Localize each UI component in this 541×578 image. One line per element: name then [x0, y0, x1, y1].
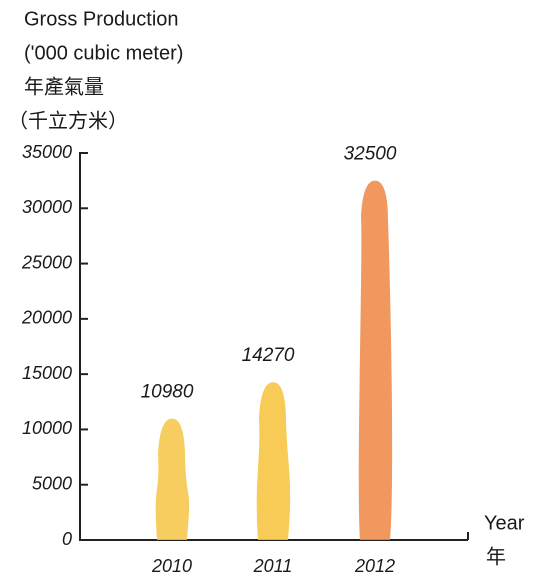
x-tick-label: 2011: [253, 556, 293, 576]
chart: Gross Production ('000 cubic meter) 年產氣量…: [0, 0, 541, 578]
bar: [156, 419, 189, 540]
y-label-line: （千立方米）: [8, 109, 128, 132]
x-tick-label: 2010: [151, 556, 192, 576]
y-tick-label: 30000: [22, 197, 72, 217]
bar: [257, 382, 290, 540]
y-tick-label: 10000: [22, 418, 72, 438]
y-tick-label: 20000: [21, 308, 72, 328]
y-tick-label: 15000: [22, 363, 72, 383]
value-label: 32500: [344, 144, 397, 165]
y-tick-label: 35000: [22, 142, 72, 162]
y-label-line: ('000 cubic meter): [24, 42, 183, 64]
y-label-line: Gross Production: [24, 8, 179, 30]
x-label-line: Year: [484, 512, 525, 534]
y-label-line: 年產氣量: [24, 75, 104, 98]
bar: [359, 181, 392, 540]
y-tick-label: 0: [62, 529, 72, 549]
x-tick-label: 2012: [354, 556, 395, 576]
y-tick-label: 25000: [21, 252, 72, 272]
value-label: 14270: [242, 345, 295, 366]
value-label: 10980: [141, 382, 194, 403]
x-label-line: 年: [486, 545, 506, 568]
y-tick-label: 5000: [32, 473, 72, 493]
